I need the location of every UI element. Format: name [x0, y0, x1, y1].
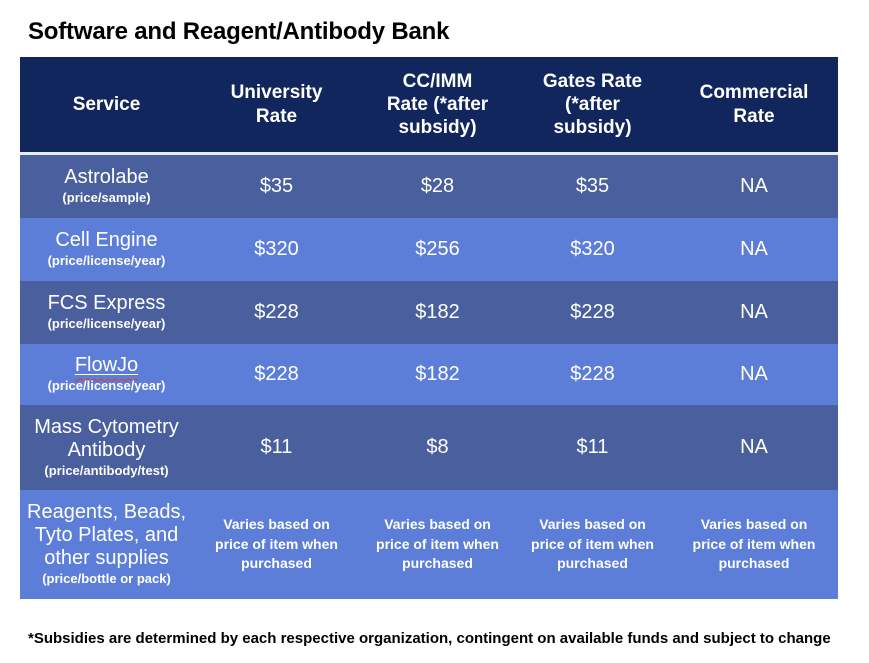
- subsidy-footnote: *Subsidies are determined by each respec…: [28, 630, 831, 647]
- rate-university: $228: [254, 301, 299, 323]
- rate-ccimm: $256: [415, 238, 460, 260]
- service-unit: (price/license/year): [47, 316, 166, 332]
- service-unit: (price/license/year): [47, 378, 166, 394]
- service-name: Mass Cytometry Antibody: [34, 415, 179, 461]
- rate-university: $228: [254, 363, 299, 385]
- service-cell: FCS Express (price/license/year): [20, 281, 193, 344]
- rate-commercial: NA: [740, 301, 768, 323]
- service-name: Astrolabe: [64, 166, 149, 189]
- rate-ccimm: $28: [420, 175, 455, 197]
- service-unit: (price/license/year): [47, 253, 166, 269]
- service-cell: Cell Engine (price/license/year): [20, 218, 193, 281]
- service-name: FlowJo: [75, 354, 138, 377]
- rate-university: $320: [254, 238, 299, 260]
- table-row-cell-engine: Cell Engine (price/license/year) $320 $2…: [20, 218, 838, 281]
- spellcheck-underline-text: FlowJo: [74, 354, 139, 377]
- rate-gates: $228: [570, 363, 615, 385]
- header-cell-gates-rate: Gates Rate (*after subsidy): [542, 70, 643, 139]
- service-name: FCS Express: [47, 292, 166, 315]
- rate-university: Varies based on price of item when purch…: [215, 516, 338, 572]
- header-cell-commercial-rate: Commercial Rate: [699, 82, 809, 127]
- table-header-row: Service University Rate CC/IMM Rate (*af…: [20, 57, 838, 152]
- header-cell-service: Service: [72, 93, 141, 115]
- service-cell: Mass Cytometry Antibody (price/antibody/…: [20, 405, 193, 490]
- table-row-mass-cytometry-antibody: Mass Cytometry Antibody (price/antibody/…: [20, 405, 838, 490]
- header-cell-ccimm-rate: CC/IMM Rate (*after subsidy): [386, 70, 489, 139]
- service-unit: (price/sample): [62, 190, 151, 206]
- service-cell: Reagents, Beads, Tyto Plates, and other …: [20, 490, 193, 599]
- table-row-flowjo: FlowJo (price/license/year) $228 $182 $2…: [20, 344, 838, 405]
- table-row-astrolabe: Astrolabe (price/sample) $35 $28 $35 NA: [20, 155, 838, 218]
- rate-commercial: NA: [740, 436, 768, 458]
- rate-gates: $320: [570, 238, 615, 260]
- pricing-table: Service University Rate CC/IMM Rate (*af…: [20, 57, 838, 599]
- rate-gates: $228: [570, 301, 615, 323]
- service-unit: (price/antibody/test): [44, 462, 169, 478]
- rate-ccimm: $182: [415, 363, 460, 385]
- rate-ccimm: $182: [415, 301, 460, 323]
- rate-university: $11: [260, 436, 293, 458]
- rate-commercial: NA: [740, 238, 768, 260]
- header-cell-university-rate: University Rate: [230, 82, 323, 127]
- table-row-reagents-supplies: Reagents, Beads, Tyto Plates, and other …: [20, 490, 838, 599]
- page-title: Software and Reagent/Antibody Bank: [28, 18, 450, 45]
- rate-gates: Varies based on price of item when purch…: [531, 516, 654, 572]
- rate-gates: $11: [576, 436, 609, 458]
- rate-commercial: NA: [740, 363, 768, 385]
- rate-university: $35: [259, 175, 294, 197]
- service-unit: (price/bottle or pack): [42, 571, 171, 587]
- rate-commercial: NA: [740, 175, 768, 197]
- service-name: Cell Engine: [55, 229, 158, 252]
- service-cell: Astrolabe (price/sample): [20, 155, 193, 218]
- table-row-fcs-express: FCS Express (price/license/year) $228 $1…: [20, 281, 838, 344]
- rate-ccimm: Varies based on price of item when purch…: [376, 516, 499, 572]
- service-cell: FlowJo (price/license/year): [20, 344, 193, 405]
- header-separator: [20, 152, 838, 155]
- rate-ccimm: $8: [426, 436, 449, 458]
- service-name: Reagents, Beads, Tyto Plates, and other …: [27, 501, 186, 570]
- rate-gates: $35: [575, 175, 610, 197]
- rate-commercial: Varies based on price of item when purch…: [692, 516, 816, 572]
